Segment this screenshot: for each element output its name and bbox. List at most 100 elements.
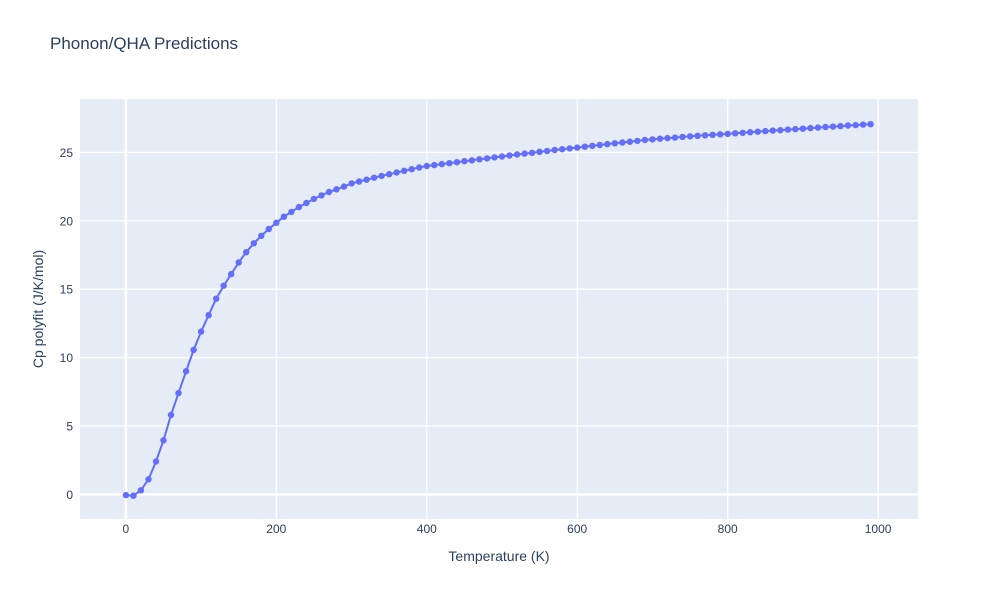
data-point-marker[interactable]	[536, 148, 543, 155]
data-point-marker[interactable]	[355, 178, 363, 185]
data-point-marker[interactable]	[197, 328, 205, 335]
data-point-marker[interactable]	[220, 282, 227, 289]
data-point-marker[interactable]	[228, 270, 235, 278]
data-point-marker[interactable]	[686, 133, 694, 140]
data-point-marker[interactable]	[814, 124, 822, 131]
data-point-marker[interactable]	[160, 437, 167, 444]
data-point-marker[interactable]	[829, 123, 837, 130]
data-point-marker[interactable]	[717, 131, 724, 138]
data-point-marker[interactable]	[747, 129, 754, 136]
data-point-marker[interactable]	[777, 127, 784, 134]
plot-background[interactable]	[80, 99, 918, 519]
data-point-marker[interactable]	[724, 130, 731, 138]
data-point-marker[interactable]	[167, 411, 175, 419]
data-point-marker[interactable]	[483, 155, 491, 162]
data-point-marker[interactable]	[807, 124, 814, 132]
data-point-marker[interactable]	[641, 136, 649, 144]
data-point-marker[interactable]	[303, 199, 310, 207]
data-point-marker[interactable]	[664, 134, 671, 142]
data-point-marker[interactable]	[310, 195, 318, 203]
data-point-marker[interactable]	[604, 140, 611, 148]
data-point-marker[interactable]	[393, 169, 400, 176]
data-point-marker[interactable]	[649, 136, 656, 143]
data-point-marker[interactable]	[589, 142, 596, 149]
data-point-marker[interactable]	[844, 122, 852, 129]
data-point-marker[interactable]	[137, 487, 145, 494]
data-point-marker[interactable]	[769, 127, 776, 134]
data-point-marker[interactable]	[754, 128, 761, 135]
data-point-marker[interactable]	[566, 145, 573, 152]
data-point-marker[interactable]	[521, 150, 528, 157]
data-point-marker[interactable]	[175, 389, 182, 397]
data-point-marker[interactable]	[732, 130, 739, 137]
data-point-marker[interactable]	[694, 132, 701, 139]
data-point-marker[interactable]	[559, 146, 566, 153]
data-point-marker[interactable]	[431, 161, 438, 169]
data-point-marker[interactable]	[762, 127, 769, 135]
data-point-marker[interactable]	[363, 176, 370, 183]
data-point-marker[interactable]	[288, 208, 295, 216]
data-point-marker[interactable]	[581, 143, 588, 150]
data-point-marker[interactable]	[574, 144, 581, 151]
data-point-marker[interactable]	[370, 174, 378, 181]
data-point-marker[interactable]	[453, 159, 461, 166]
data-point-marker[interactable]	[784, 126, 792, 133]
data-point-marker[interactable]	[295, 203, 303, 211]
data-point-marker[interactable]	[265, 225, 272, 233]
data-point-marker[interactable]	[348, 180, 355, 187]
data-point-marker[interactable]	[506, 152, 513, 159]
data-point-marker[interactable]	[258, 232, 265, 239]
data-point-marker[interactable]	[325, 188, 333, 196]
data-point-marker[interactable]	[792, 125, 799, 133]
data-point-marker[interactable]	[280, 213, 288, 220]
data-point-marker[interactable]	[739, 129, 746, 136]
data-point-marker[interactable]	[190, 346, 197, 354]
data-point-marker[interactable]	[446, 160, 453, 167]
data-point-marker[interactable]	[205, 312, 212, 319]
data-point-marker[interactable]	[822, 123, 829, 131]
data-point-marker[interactable]	[182, 368, 190, 375]
data-point-marker[interactable]	[122, 491, 130, 499]
data-point-marker[interactable]	[491, 154, 498, 161]
data-point-marker[interactable]	[709, 131, 716, 138]
data-point-marker[interactable]	[318, 192, 325, 199]
data-point-marker[interactable]	[619, 139, 626, 146]
data-point-marker[interactable]	[461, 158, 468, 165]
data-point-marker[interactable]	[235, 259, 242, 266]
data-point-marker[interactable]	[250, 240, 257, 247]
data-point-marker[interactable]	[130, 492, 137, 499]
data-point-marker[interactable]	[408, 166, 415, 173]
data-point-marker[interactable]	[152, 458, 160, 465]
data-point-marker[interactable]	[634, 137, 641, 145]
data-point-marker[interactable]	[543, 147, 551, 155]
data-point-marker[interactable]	[671, 134, 679, 141]
data-point-marker[interactable]	[799, 125, 807, 132]
data-point-marker[interactable]	[701, 132, 709, 139]
data-point-marker[interactable]	[468, 157, 476, 164]
data-point-marker[interactable]	[852, 121, 859, 129]
data-point-marker[interactable]	[528, 149, 536, 156]
data-point-marker[interactable]	[386, 171, 393, 178]
data-point-marker[interactable]	[145, 476, 152, 483]
data-point-marker[interactable]	[611, 140, 618, 147]
data-point-marker[interactable]	[656, 135, 664, 142]
data-point-marker[interactable]	[273, 219, 280, 226]
data-point-marker[interactable]	[626, 138, 634, 145]
data-point-marker[interactable]	[513, 151, 521, 158]
data-point-marker[interactable]	[551, 146, 558, 154]
data-point-marker[interactable]	[423, 162, 430, 170]
data-point-marker[interactable]	[213, 295, 220, 302]
data-point-marker[interactable]	[378, 172, 385, 180]
data-point-marker[interactable]	[679, 133, 686, 141]
data-point-marker[interactable]	[333, 186, 340, 193]
data-point-marker[interactable]	[243, 249, 250, 256]
data-point-marker[interactable]	[596, 141, 603, 149]
data-point-marker[interactable]	[401, 167, 408, 174]
data-point-marker[interactable]	[867, 121, 874, 128]
data-point-marker[interactable]	[438, 160, 445, 168]
data-point-marker[interactable]	[859, 121, 867, 128]
data-point-marker[interactable]	[498, 153, 506, 160]
data-point-marker[interactable]	[476, 156, 483, 163]
data-point-marker[interactable]	[340, 183, 348, 190]
data-point-marker[interactable]	[837, 122, 844, 130]
